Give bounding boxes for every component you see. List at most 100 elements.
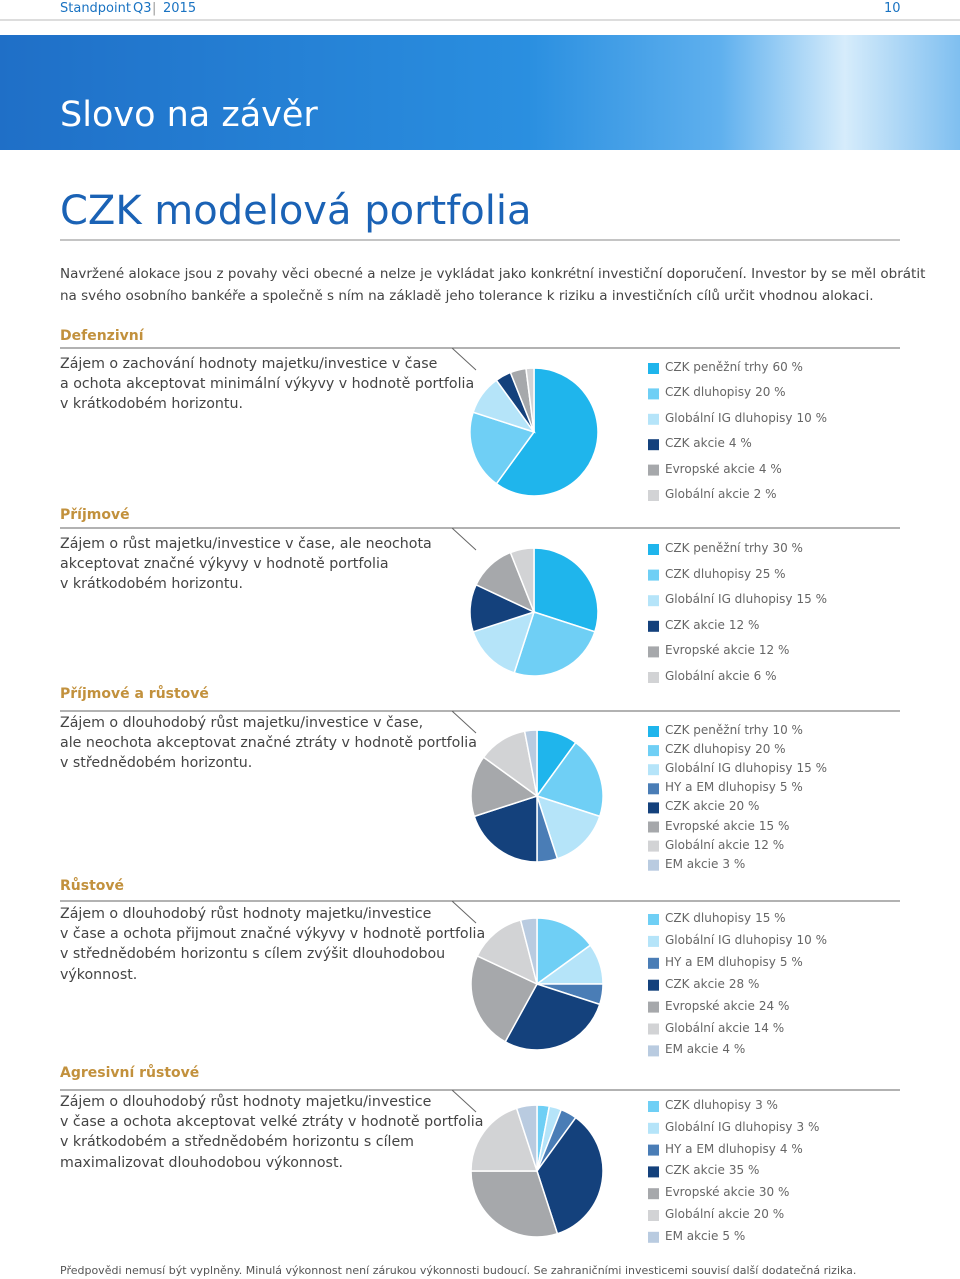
section-description: maximalizovat dlouhodobou výkonnost. bbox=[60, 1154, 344, 1171]
legend-swatch bbox=[648, 821, 659, 833]
page-number: 10 bbox=[884, 1, 901, 16]
section-description: v střednědobém horizontu s cílem zvýšit … bbox=[60, 946, 446, 963]
section-description: v krátkodobém horizontu. bbox=[60, 576, 243, 593]
legend-name: CZK akcie bbox=[665, 436, 725, 451]
pie-slice bbox=[495, 367, 599, 497]
legend-swatch bbox=[648, 745, 659, 757]
legend-name: CZK dluhopisy bbox=[665, 911, 752, 925]
legend-name: CZK dluhopisy bbox=[665, 1098, 752, 1112]
section-description: Zájem o růst majetku/investice v čase, a… bbox=[60, 536, 432, 552]
legend-value: 2 % bbox=[753, 487, 777, 501]
legend-value: 20 % bbox=[728, 799, 760, 814]
legend-name: Evropské akcie bbox=[665, 818, 755, 833]
pie-slice bbox=[473, 794, 538, 863]
banner-title: Slovo na závěr bbox=[60, 95, 318, 135]
legend-value: 15 % bbox=[755, 911, 786, 925]
legend-value: 60 % bbox=[772, 360, 803, 374]
legend-value: 4 % bbox=[758, 461, 782, 476]
legend-swatch bbox=[648, 1045, 659, 1057]
section-description: Zájem o dlouhodobý růst hodnoty majetku/… bbox=[60, 906, 432, 922]
legend-name: CZK akcie bbox=[665, 976, 725, 991]
legend-name: Globální IG dluhopisy bbox=[665, 410, 793, 425]
legend-swatch bbox=[648, 646, 659, 658]
pie-slice bbox=[536, 917, 592, 986]
intro-line: Navržené alokace jsou z povahy věci obec… bbox=[60, 266, 926, 282]
legend-swatch bbox=[648, 859, 659, 871]
legend-name: Globální akcie bbox=[665, 1207, 750, 1221]
legend-name: Globální akcie bbox=[665, 669, 750, 683]
legend-swatch bbox=[648, 1101, 659, 1112]
legend-name: EM akcie bbox=[665, 856, 719, 871]
legend-value: 28 % bbox=[728, 976, 760, 991]
pie-slice bbox=[470, 1107, 539, 1172]
legend-swatch bbox=[648, 764, 659, 776]
section-description: Zájem o dlouhodobý růst hodnoty majetku/… bbox=[60, 1094, 432, 1110]
year: 2015 bbox=[163, 1, 197, 16]
legend-name: Globální akcie bbox=[665, 1020, 750, 1035]
legend-name: HY a EM dluhopisy bbox=[665, 954, 776, 969]
legend-value: 10 % bbox=[796, 410, 828, 425]
legend-value: 3 % bbox=[796, 1119, 820, 1134]
legend-value: 35 % bbox=[728, 1163, 760, 1178]
banner bbox=[0, 35, 960, 150]
pie-slice bbox=[470, 954, 539, 1043]
legend-swatch bbox=[648, 595, 659, 607]
legend-value: 25 % bbox=[755, 566, 786, 581]
legend-value: 3 % bbox=[755, 1098, 778, 1112]
legend-swatch bbox=[648, 802, 659, 814]
legend-swatch bbox=[648, 464, 659, 476]
legend-value: 3 % bbox=[722, 856, 746, 871]
pie-slice bbox=[515, 1104, 538, 1172]
legend-name: EM akcie bbox=[665, 1042, 719, 1057]
legend-value: 12 % bbox=[758, 643, 790, 658]
legend-name: Globální IG dluhopisy bbox=[665, 932, 793, 947]
legend-name: HY a EM dluhopisy bbox=[665, 1141, 776, 1156]
legend-name: HY a EM dluhopisy bbox=[665, 780, 776, 795]
publication: Standpoint bbox=[60, 1, 131, 16]
legend-name: Globální akcie bbox=[665, 487, 750, 501]
section-rule-slant bbox=[451, 1089, 477, 1113]
pie-slice bbox=[519, 917, 538, 985]
section-rule-slant bbox=[451, 710, 477, 734]
pie-slice bbox=[504, 983, 601, 1051]
section-title: Růstové bbox=[60, 878, 125, 894]
legend-value: 6 % bbox=[753, 669, 777, 683]
section-description: v střednědobém horizontu. bbox=[60, 755, 253, 772]
section-description: výkonnost. bbox=[60, 966, 138, 983]
legend-value: 5 % bbox=[779, 954, 803, 969]
section-description: v čase a ochota přijmout značné výkyvy v… bbox=[60, 926, 486, 943]
legend-name: CZK peněžní trhy bbox=[665, 541, 769, 555]
legend-swatch bbox=[648, 1231, 659, 1243]
legend-value: 14 % bbox=[753, 1020, 785, 1035]
legend-swatch bbox=[648, 363, 659, 374]
legend-name: Evropské akcie bbox=[665, 998, 755, 1013]
pie-slice bbox=[533, 547, 599, 633]
legend-name: EM akcie bbox=[665, 1228, 719, 1243]
pie-slice bbox=[476, 919, 539, 986]
pie-slice bbox=[513, 611, 596, 677]
legend-swatch bbox=[648, 914, 659, 925]
section-rule-slant bbox=[451, 347, 477, 371]
legend-swatch bbox=[648, 935, 659, 947]
legend-swatch bbox=[648, 413, 659, 425]
legend-swatch bbox=[648, 672, 659, 683]
legend-value: 15 % bbox=[796, 592, 828, 607]
pie-slice bbox=[509, 547, 535, 613]
section-title: Příjmové a růstové bbox=[60, 686, 209, 702]
legend-swatch bbox=[648, 840, 659, 852]
legend-swatch bbox=[648, 1210, 659, 1221]
section-title: Defenzivní bbox=[60, 328, 144, 344]
section-rule-slant bbox=[451, 900, 477, 924]
legend-name: CZK peněžní trhy bbox=[665, 723, 769, 737]
legend-swatch bbox=[648, 620, 659, 632]
legend-value: 30 % bbox=[772, 541, 803, 555]
legend-swatch bbox=[648, 1144, 659, 1156]
section-description: v krátkodobém a střednědobém horizontu s… bbox=[60, 1134, 415, 1151]
pie-slice bbox=[470, 756, 539, 818]
legend-value: 15 % bbox=[758, 818, 790, 833]
legend-swatch bbox=[648, 957, 659, 969]
legend-value: 10 % bbox=[772, 723, 803, 737]
page-title: CZK modelová portfolia bbox=[60, 188, 532, 234]
pie-slice bbox=[523, 729, 538, 797]
